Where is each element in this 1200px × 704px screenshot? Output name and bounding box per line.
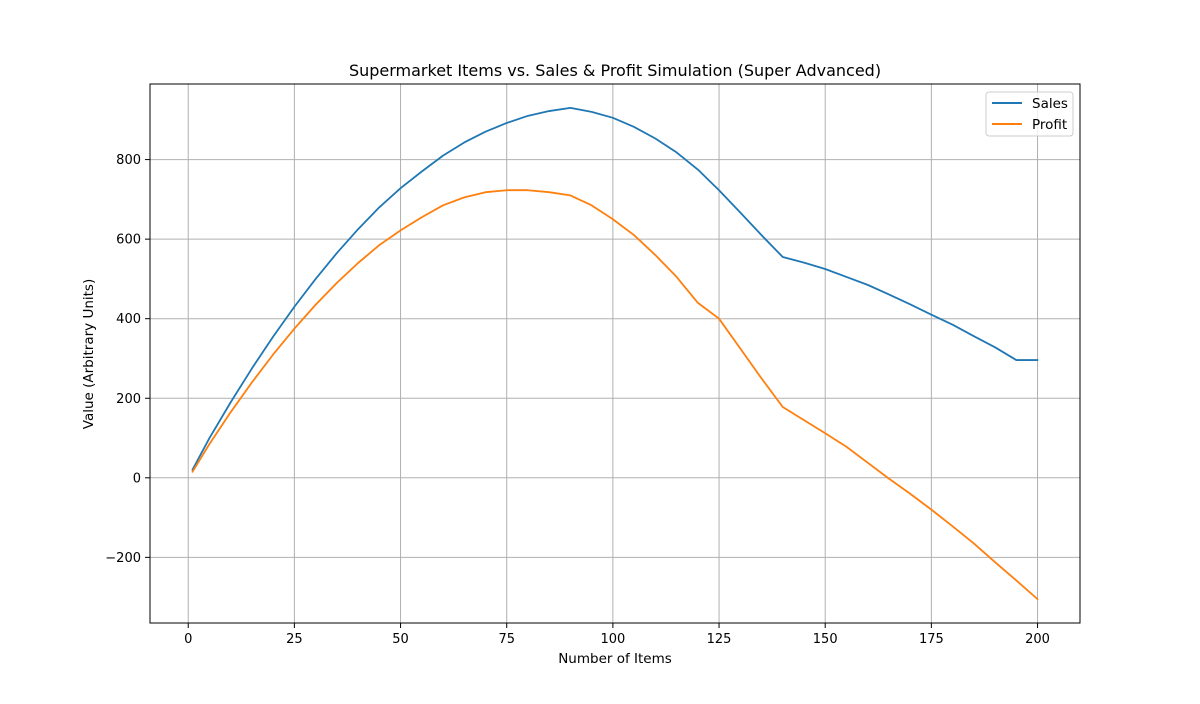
y-tick-label: 0 (133, 471, 141, 486)
y-tick-label: 400 (116, 312, 141, 327)
x-tick-label: 200 (1025, 632, 1050, 647)
series-lines (191, 106, 1039, 601)
x-tick-label: 75 (498, 632, 515, 647)
x-tick-label: 50 (392, 632, 409, 647)
chart-title: Supermarket Items vs. Sales & Profit Sim… (349, 61, 881, 80)
y-tick-label: 200 (116, 392, 141, 407)
y-axis-label: Value (Arbitrary Units) (81, 279, 97, 429)
x-axis-label: Number of Items (558, 651, 672, 667)
x-tick-label: 100 (600, 632, 625, 647)
plot-area-frame (149, 83, 1081, 624)
y-tick-label: 600 (116, 233, 141, 248)
x-tick-label: 125 (707, 632, 732, 647)
legend: Sales Profit (985, 91, 1074, 137)
y-tick-label: 800 (116, 153, 141, 168)
legend-label-sales: Sales (1032, 96, 1068, 112)
x-tick-label: 25 (286, 632, 303, 647)
legend-label-profit: Profit (1032, 117, 1067, 133)
series-line-profit (191, 189, 1039, 601)
series-line-sales (191, 106, 1039, 471)
y-tick-label: −200 (105, 551, 141, 566)
x-tick-label: 0 (184, 632, 192, 647)
x-tick-label: 150 (813, 632, 838, 647)
axis-ticks: 0 25 50 75 100 125 150 175 200 −200 0 200 400 600 800 (105, 153, 1050, 647)
x-tick-label: 175 (919, 632, 944, 647)
grid-lines (150, 84, 1080, 623)
